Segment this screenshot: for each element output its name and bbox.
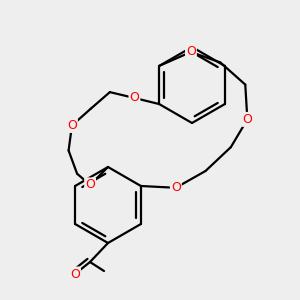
Text: O: O [186,46,196,59]
Text: O: O [130,92,140,104]
Text: O: O [242,113,252,126]
Text: O: O [85,178,95,191]
Text: O: O [67,119,77,132]
Text: O: O [171,181,181,194]
Text: O: O [70,268,80,281]
